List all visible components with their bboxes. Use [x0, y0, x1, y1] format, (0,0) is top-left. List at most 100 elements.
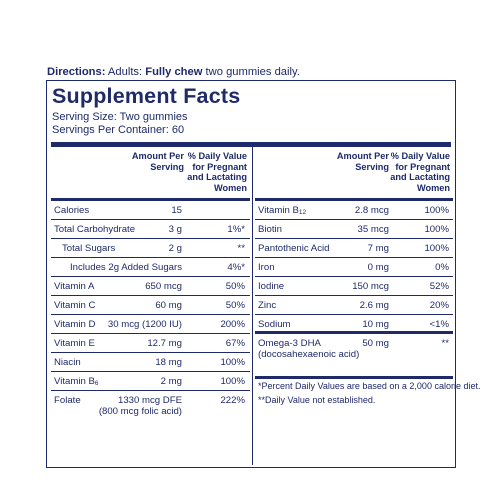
nutrient-amount: 15: [171, 205, 182, 216]
nutrient-daily-value: 50%: [225, 281, 245, 292]
nutrient-row: Vitamin E 12.7 mg 67%: [51, 334, 250, 353]
row-divider: [51, 371, 250, 372]
header-text: Women: [416, 182, 450, 193]
nutrient-daily-value: 0%: [435, 262, 449, 273]
nutrient-amount: 35 mcg: [357, 224, 389, 235]
nutrient-amount: 60 mg: [155, 300, 182, 311]
nutrient-name: Includes 2g Added Sugars: [70, 262, 183, 273]
servings-per-container: Servings Per Container: 60: [52, 124, 185, 136]
nutrient-row: Iodine 150 mcg 52%: [255, 277, 453, 296]
nutrient-name: Iodine: [258, 281, 285, 292]
panel-title: Supplement Facts: [52, 84, 241, 108]
nutrient-row: Vitamin B6 2 mg 100%: [51, 372, 250, 391]
nutrient-row: Calories 15: [51, 201, 250, 220]
nutrient-name: Iron: [258, 262, 275, 273]
row-divider: [255, 257, 453, 258]
nutrient-daily-value: **: [237, 243, 245, 254]
nutrient-row: Zinc 2.6 mg 20%: [255, 296, 453, 315]
nutrient-row: Omega-3 DHA (docosahexaenoic acid) 50 mg **: [255, 334, 453, 362]
nutrient-name: Sodium: [258, 319, 291, 330]
nutrient-daily-value: 100%: [220, 376, 245, 387]
right-header-bar: [255, 198, 453, 201]
row-divider: [255, 238, 453, 239]
nutrient-name: Vitamin B12: [258, 205, 307, 216]
nutrient-name: Niacin: [54, 357, 81, 368]
nutrient-name: Total Sugars: [62, 243, 116, 254]
row-divider: [255, 331, 453, 334]
nutrient-row: Biotin 35 mcg 100%: [255, 220, 453, 239]
nutrient-daily-value: 222%: [220, 395, 245, 406]
nutrient-amount: 0 mg: [367, 262, 389, 273]
nutrient-amount: 650 mcg: [145, 281, 182, 292]
nutrient-amount: 150 mcg: [352, 281, 389, 292]
header-text: and Lactating: [187, 172, 247, 182]
directions-text: Directions: Adults: Fully chew two gummi…: [47, 66, 300, 78]
nutrient-name: Omega-3 DHA: [258, 338, 321, 349]
nutrient-subscript: 12: [298, 209, 307, 216]
directions-bold: Fully chew: [145, 66, 203, 78]
nutrient-row: Includes 2g Added Sugars 4%*: [51, 258, 250, 277]
nutrient-name: Zinc: [258, 300, 277, 311]
header-text: Amount Per: [336, 151, 389, 161]
header-text: Serving: [355, 161, 389, 172]
nutrient-amount: 18 mg: [155, 357, 182, 368]
row-divider: [51, 219, 250, 220]
column-divider: [252, 147, 254, 465]
row-divider: [51, 257, 250, 258]
nutrient-daily-value: 200%: [220, 319, 245, 330]
right-footnote-bar: [255, 376, 453, 379]
nutrient-name: Calories: [54, 205, 90, 216]
nutrient-row: Niacin 18 mg 100%: [51, 353, 250, 372]
row-divider: [255, 295, 453, 296]
nutrient-name: Vitamin E: [54, 338, 95, 349]
header-text: % Daily Value: [390, 151, 450, 161]
right-dv-header: % Daily Value for Pregnant and Lactating…: [390, 151, 450, 193]
nutrient-name: Biotin: [258, 224, 282, 235]
nutrient-row: Total Carbohydrate 3 g 1%*: [51, 220, 250, 239]
nutrient-amount: 7 mg: [367, 243, 389, 254]
nutrient-amount: 30 mcg (1200 IU): [107, 319, 182, 330]
nutrient-subscript: 6: [94, 380, 99, 387]
supplement-facts-panel: Supplement Facts Serving Size: Two gummi…: [46, 80, 480, 468]
nutrient-row: Folate 1330 mcg DFE (800 mcg folic acid) 22…: [51, 391, 250, 419]
nutrient-daily-value: 100%: [424, 243, 449, 254]
nutrient-amount: 50 mg: [362, 338, 389, 349]
header-text: Women: [213, 182, 247, 193]
nutrient-amount: 10 mg: [362, 319, 389, 330]
nutrient-row: Vitamin C 60 mg 50%: [51, 296, 250, 315]
nutrient-daily-value: 20%: [429, 300, 449, 311]
nutrient-amount: 1330 mcg DFE: [118, 395, 182, 406]
directions-post: two gummies daily.: [202, 66, 300, 78]
nutrient-daily-value: **: [441, 338, 449, 349]
serving-size: Serving Size: Two gummies: [52, 111, 188, 123]
row-divider: [255, 276, 453, 277]
nutrient-row: Vitamin D 30 mcg (1200 IU) 200%: [51, 315, 250, 334]
left-amount-header: Amount Per Serving: [132, 151, 184, 172]
footnote-percent: *Percent Daily Values are based on a 2,0…: [258, 381, 481, 391]
nutrient-name: Folate: [54, 395, 81, 406]
row-divider: [51, 238, 250, 239]
nutrient-row: Pantothenic Acid 7 mg 100%: [255, 239, 453, 258]
nutrient-name: Total Carbohydrate: [54, 224, 136, 235]
nutrient-daily-value: 4%*: [227, 262, 245, 273]
nutrient-daily-value: 100%: [424, 205, 449, 216]
row-divider: [51, 333, 250, 334]
directions-label: Directions:: [47, 66, 106, 78]
nutrient-name: Vitamin B6: [54, 376, 99, 387]
footnote-not-established: **Daily Value not established.: [258, 395, 376, 405]
header-text: and Lactating: [390, 172, 450, 182]
nutrient-amount: 12.7 mg: [147, 338, 182, 349]
row-divider: [255, 219, 453, 220]
nutrient-daily-value: 50%: [225, 300, 245, 311]
header-text: % Daily Value: [187, 151, 247, 161]
nutrient-amount: 3 g: [168, 224, 182, 235]
nutrient-row: Vitamin A 650 mcg 50%: [51, 277, 250, 296]
nutrient-daily-value: 100%: [424, 224, 449, 235]
nutrient-row: Vitamin B12 2.8 mcg 100%: [255, 201, 453, 220]
nutrient-amount: 2.6 mg: [359, 300, 389, 311]
row-divider: [51, 390, 250, 391]
nutrient-name-detail: (docosahexaenoic acid): [258, 349, 360, 360]
nutrient-name: Vitamin C: [54, 300, 96, 311]
directions-pre: Adults:: [105, 66, 146, 78]
nutrient-amount: 2.8 mcg: [354, 205, 389, 216]
